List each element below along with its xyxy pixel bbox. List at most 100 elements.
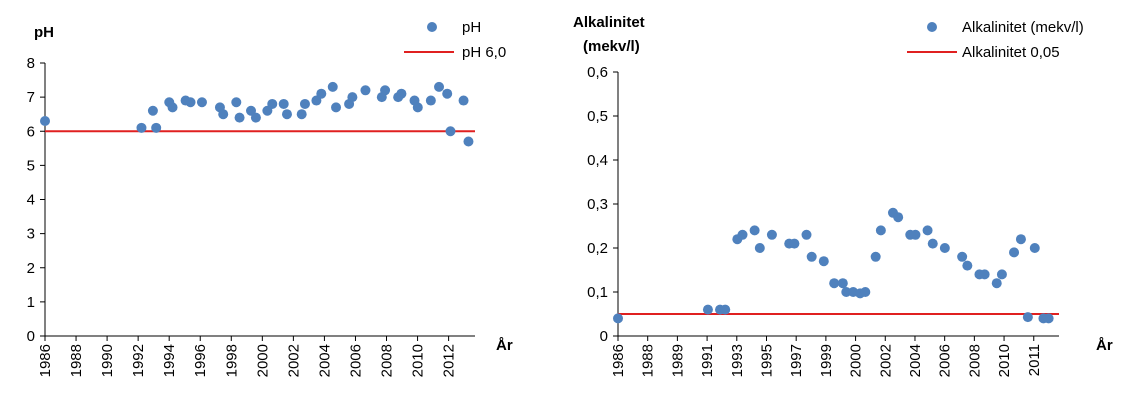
ph-data-point xyxy=(185,97,196,108)
ph-data-point xyxy=(136,122,147,133)
ph-x-tick-label: 1992 xyxy=(130,344,147,377)
alkalinity-data-point xyxy=(837,278,848,289)
alkalinity-data-point xyxy=(910,229,921,240)
alkalinity-y-tick-label: 0,5 xyxy=(587,108,608,125)
ph-legend-marker xyxy=(427,22,437,32)
alkalinity-y-tick-label: 0,6 xyxy=(587,64,608,81)
alkalinity-data-point xyxy=(1029,243,1040,253)
ph-y-tick-label: 6 xyxy=(27,123,35,140)
ph-data-point xyxy=(267,98,278,109)
alkalinity-x-tick-label: 2000 xyxy=(848,344,865,377)
ph-legend-threshold-label: pH 6,0 xyxy=(462,44,506,61)
alkalinity-data-point xyxy=(893,212,904,223)
ph-y-tick-label: 5 xyxy=(27,157,35,174)
ph-data-point xyxy=(151,122,162,133)
ph-data-point xyxy=(445,126,456,137)
alkalinity-data-point xyxy=(613,313,623,324)
alkalinity-data-point xyxy=(789,238,800,249)
ph-chart: pH År pH pH 6,0 0 1 2 3 4 5 6 7 8 1986 1988 1990 199… xyxy=(27,19,513,377)
alkalinity-data-point xyxy=(979,269,990,280)
ph-plot-area: 0 1 2 3 4 5 6 7 8 1986 1988 1990 1992 1994 1996 1998 200… xyxy=(27,55,475,377)
alkalinity-data-point xyxy=(922,225,933,236)
ph-data-point xyxy=(299,98,310,109)
ph-data-point xyxy=(218,109,229,120)
alkalinity-data-point xyxy=(870,251,881,262)
alkalinity-data-point xyxy=(1022,312,1033,323)
alkalinity-y-tick-label: 0,2 xyxy=(587,240,608,257)
alkalinity-x-tick-label: 2002 xyxy=(877,344,894,377)
ph-y-tick-label: 7 xyxy=(27,89,35,106)
ph-data-point xyxy=(458,95,469,106)
alkalinity-data-point xyxy=(1015,234,1026,245)
alkalinity-legend-series-label: Alkalinitet (mekv/l) xyxy=(962,19,1084,36)
alkalinity-data-point xyxy=(737,229,748,240)
alkalinity-x-tick-label: 1991 xyxy=(699,344,716,377)
ph-y-tick-label: 0 xyxy=(27,328,35,345)
alkalinity-y-tick-label: 0 xyxy=(600,328,608,345)
ph-data-point xyxy=(380,85,391,96)
alkalinity-x-tick-label: 2006 xyxy=(937,344,954,377)
alkalinity-title-line-2: (mekv/l) xyxy=(583,38,640,55)
ph-y-tick-label: 8 xyxy=(27,55,35,72)
alkalinity-data-point xyxy=(939,243,950,253)
alkalinity-data-point xyxy=(806,251,817,262)
alkalinity-data-point xyxy=(702,304,713,315)
ph-data-point xyxy=(360,85,371,96)
ph-data-point xyxy=(234,112,245,123)
ph-x-tick-label: 2012 xyxy=(441,344,458,377)
alkalinity-data-point xyxy=(754,243,765,253)
ph-data-point xyxy=(331,102,342,113)
alkalinity-x-tick-label: 1993 xyxy=(729,344,746,377)
alkalinity-chart: Alkalinitet (mekv/l) År Alkalinitet (mek… xyxy=(573,14,1113,377)
ph-x-tick-label: 1988 xyxy=(68,344,85,377)
ph-y-tick-label: 4 xyxy=(27,192,35,209)
ph-legend: pH pH 6,0 xyxy=(404,19,506,61)
ph-x-tick-label: 2008 xyxy=(379,344,396,377)
alkalinity-y-tick-label: 0,4 xyxy=(587,152,608,169)
alkalinity-x-tick-label: 2010 xyxy=(996,344,1013,377)
ph-x-tick-label: 1986 xyxy=(37,344,54,377)
alkalinity-data-point xyxy=(720,304,731,315)
alkalinity-data-point xyxy=(1043,313,1054,324)
ph-x-tick-label: 2010 xyxy=(410,344,427,377)
alkalinity-plot-area: 0 0,1 0,2 0,3 0,4 0,5 0,6 1986 1988 1989 1991 1993 1… xyxy=(587,64,1059,377)
alkalinity-data-point xyxy=(841,287,852,297)
ph-data-point xyxy=(231,97,242,108)
ph-data-point xyxy=(281,109,292,120)
alkalinity-x-tick-label: 1997 xyxy=(788,344,805,377)
ph-data-point xyxy=(250,112,261,123)
alkalinity-data-point xyxy=(829,278,840,289)
ph-x-tick-label: 1996 xyxy=(192,344,209,377)
alkalinity-data-point xyxy=(962,260,973,271)
alkalinity-x-tick-label: 2011 xyxy=(1026,344,1043,376)
alkalinity-chart-title: Alkalinitet (mekv/l) xyxy=(573,14,649,55)
ph-x-tick-label: 2002 xyxy=(285,344,302,377)
ph-x-tick-label: 1998 xyxy=(223,344,240,377)
ph-data-point xyxy=(347,92,358,103)
ph-x-tick-label: 1994 xyxy=(161,344,178,377)
alkalinity-legend-threshold-label: Alkalinitet 0,05 xyxy=(962,44,1060,61)
ph-x-tick-label: 2000 xyxy=(254,344,271,377)
ph-data-point xyxy=(278,98,289,109)
alkalinity-data-point xyxy=(818,256,829,267)
alkalinity-data-point xyxy=(749,225,760,236)
ph-x-tick-label: 2006 xyxy=(347,344,364,377)
alkalinity-x-tick-label: 1986 xyxy=(610,344,627,377)
alkalinity-data-point xyxy=(860,287,871,297)
ph-legend-series-label: pH xyxy=(462,19,481,36)
ph-y-tick-label: 1 xyxy=(27,294,35,311)
alkalinity-x-tick-label: 2004 xyxy=(907,344,924,377)
ph-data-point xyxy=(425,95,436,106)
ph-data-point xyxy=(40,116,50,127)
alkalinity-x-axis-label: År xyxy=(1096,337,1113,354)
alkalinity-x-tick-label: 2008 xyxy=(966,344,983,377)
alkalinity-y-tick-label: 0,3 xyxy=(587,196,608,213)
ph-data-point xyxy=(296,109,307,120)
ph-chart-title: pH xyxy=(34,24,54,41)
alkalinity-x-tick-label: 1999 xyxy=(818,344,835,377)
alkalinity-x-tick-label: 1989 xyxy=(669,344,686,377)
alkalinity-data-point xyxy=(996,269,1007,280)
ph-y-tick-label: 2 xyxy=(27,260,35,277)
alkalinity-y-tick-label: 0,1 xyxy=(587,284,608,301)
